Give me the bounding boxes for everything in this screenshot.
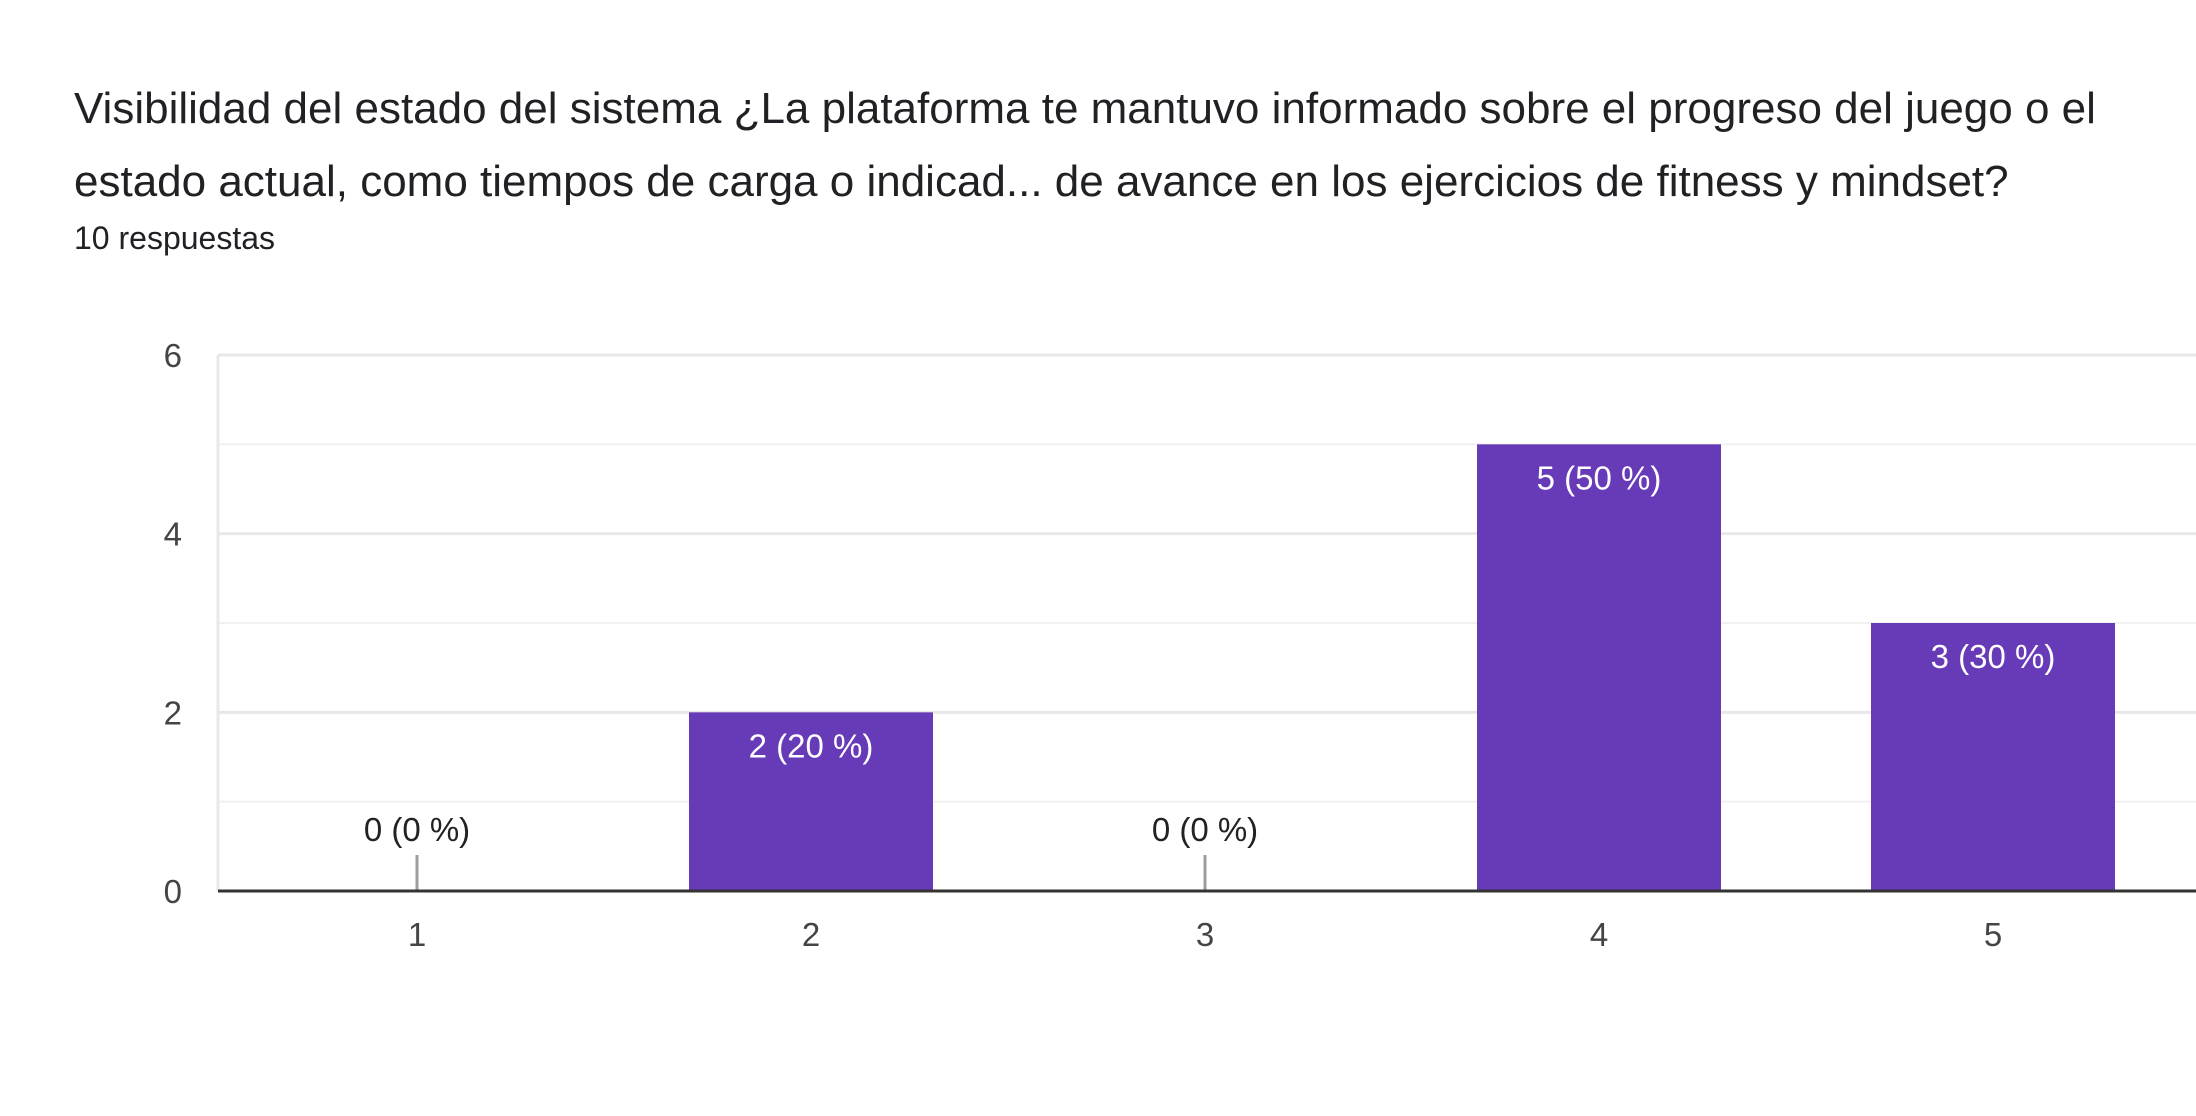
data-label: 5 (50 %) (1537, 459, 1662, 496)
x-tick-label: 2 (802, 916, 820, 953)
y-tick-label: 0 (164, 873, 182, 910)
data-label: 0 (0 %) (364, 811, 470, 848)
x-tick-label: 5 (1984, 916, 2002, 953)
bar (689, 712, 933, 891)
data-label: 0 (0 %) (1152, 811, 1258, 848)
question-title: Visibilidad del estado del sistema ¿La p… (74, 84, 2096, 206)
bar (1871, 623, 2115, 891)
response-count: 10 respuestas (74, 220, 276, 256)
axis-layer: 0 2 4 6 1 2 3 4 5 (164, 337, 2196, 953)
y-tick-label: 6 (164, 337, 182, 374)
bar-layer (415, 444, 2115, 891)
x-tick-label: 4 (1590, 916, 1608, 953)
data-label: 2 (20 %) (749, 727, 874, 764)
x-tick-label: 1 (408, 916, 426, 953)
y-tick-label: 2 (164, 694, 182, 731)
bar (1477, 444, 1721, 891)
x-tick-label: 3 (1196, 916, 1214, 953)
y-tick-label: 4 (164, 516, 182, 553)
grid-layer (216, 353, 2196, 891)
data-label: 3 (30 %) (1931, 638, 2056, 675)
label-layer: 0 (0 %) 2 (20 %) 0 (0 %) 5 (50 %) 3 (30 %) (364, 459, 2056, 848)
